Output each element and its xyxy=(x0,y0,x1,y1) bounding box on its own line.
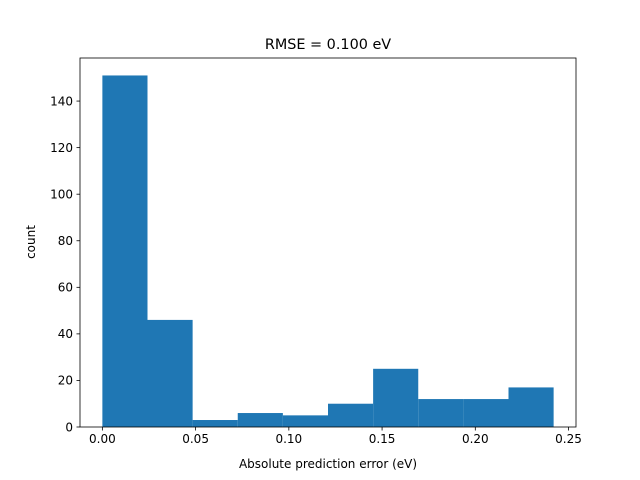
y-tick-label: 80 xyxy=(58,234,73,248)
y-axis-label: count xyxy=(24,225,38,259)
bars-group xyxy=(102,75,554,427)
histogram-bar xyxy=(418,399,464,427)
y-tick-label: 40 xyxy=(58,327,73,341)
x-tick-label: 0.15 xyxy=(369,432,396,446)
histogram-bar xyxy=(192,420,238,427)
x-tick-label: 0.20 xyxy=(462,432,489,446)
y-tick-label: 120 xyxy=(50,141,73,155)
histogram-bar xyxy=(373,368,419,427)
histogram-bar xyxy=(463,399,509,427)
histogram-bar xyxy=(237,413,283,427)
histogram-bar xyxy=(282,415,328,427)
y-tick-label: 60 xyxy=(58,281,73,295)
x-axis-label: Absolute prediction error (eV) xyxy=(239,457,417,471)
chart-title: RMSE = 0.100 eV xyxy=(265,37,391,53)
x-tick-label: 0.10 xyxy=(275,432,302,446)
histogram-bar xyxy=(102,75,148,427)
plot-frame xyxy=(79,57,577,428)
y-tick-label: 140 xyxy=(50,94,73,108)
x-tick-label: 0.25 xyxy=(555,432,582,446)
histogram-bar xyxy=(508,387,554,427)
x-tick-label: 0.00 xyxy=(89,432,116,446)
x-axis-ticks: 0.00 0.05 0.10 0.15 0.20 0.25 xyxy=(89,427,582,446)
y-tick-label: 20 xyxy=(58,374,73,388)
y-tick-label: 100 xyxy=(50,187,73,201)
x-tick-label: 0.05 xyxy=(182,432,209,446)
y-axis-ticks: 0 20 40 60 80 100 120 140 xyxy=(50,94,80,434)
histogram-bar xyxy=(147,319,193,427)
y-tick-label: 0 xyxy=(65,420,73,434)
histogram-bar xyxy=(328,403,374,427)
